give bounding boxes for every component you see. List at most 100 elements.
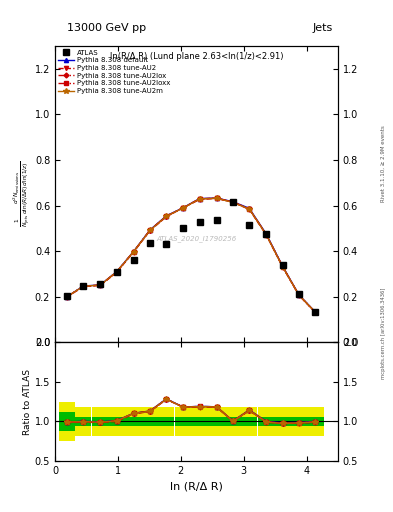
- Pythia 8.308 default: [247, 205, 252, 211]
- Pythia 8.308 default: [181, 205, 185, 211]
- Pythia 8.308 tune-AU2: [214, 195, 219, 201]
- ATLAS: [64, 293, 69, 300]
- Pythia 8.308 tune-AU2m: [280, 264, 285, 270]
- Pythia 8.308 tune-AU2: [148, 227, 152, 233]
- Pythia 8.308 default: [197, 196, 202, 202]
- Pythia 8.308 tune-AU2: [247, 206, 252, 212]
- Pythia 8.308 tune-AU2loxx: [197, 196, 202, 202]
- Pythia 8.308 default: [264, 231, 269, 237]
- Pythia 8.308 default: [148, 227, 152, 233]
- Pythia 8.308 default: [231, 199, 235, 205]
- Pythia 8.308 tune-AU2loxx: [81, 283, 86, 289]
- Text: Rivet 3.1.10, ≥ 2.9M events: Rivet 3.1.10, ≥ 2.9M events: [381, 125, 386, 202]
- ATLAS: [264, 231, 269, 237]
- Pythia 8.308 tune-AU2loxx: [264, 231, 269, 238]
- Pythia 8.308 default: [313, 309, 318, 315]
- Pythia 8.308 tune-AU2loxx: [98, 282, 103, 288]
- Pythia 8.308 tune-AU2loxx: [313, 309, 318, 315]
- Pythia 8.308 tune-AU2: [64, 294, 69, 300]
- ATLAS: [114, 269, 119, 275]
- Pythia 8.308 default: [280, 263, 285, 269]
- Text: 13000 GeV pp: 13000 GeV pp: [66, 23, 146, 33]
- Pythia 8.308 default: [64, 294, 69, 300]
- Pythia 8.308 tune-AU2lox: [264, 231, 269, 238]
- Pythia 8.308 tune-AU2: [313, 309, 318, 315]
- ATLAS: [313, 309, 318, 315]
- Pythia 8.308 tune-AU2loxx: [64, 294, 69, 300]
- Pythia 8.308 tune-AU2lox: [247, 206, 252, 212]
- ATLAS: [247, 222, 252, 228]
- Pythia 8.308 tune-AU2m: [231, 199, 235, 205]
- Pythia 8.308 tune-AU2: [297, 292, 301, 298]
- ATLAS: [81, 283, 86, 289]
- Pythia 8.308 tune-AU2m: [131, 248, 136, 254]
- Line: ATLAS: ATLAS: [64, 200, 318, 315]
- Pythia 8.308 tune-AU2lox: [98, 282, 103, 288]
- Pythia 8.308 tune-AU2m: [64, 294, 69, 300]
- Pythia 8.308 tune-AU2loxx: [231, 199, 235, 205]
- Pythia 8.308 tune-AU2m: [148, 227, 152, 233]
- ATLAS: [131, 257, 136, 263]
- Pythia 8.308 tune-AU2: [264, 232, 269, 238]
- Pythia 8.308 tune-AU2m: [247, 206, 252, 212]
- ATLAS: [297, 291, 301, 297]
- Pythia 8.308 tune-AU2m: [98, 282, 103, 288]
- Pythia 8.308 tune-AU2: [197, 197, 202, 203]
- Pythia 8.308 tune-AU2m: [313, 309, 318, 315]
- ATLAS: [98, 282, 103, 288]
- Pythia 8.308 default: [98, 282, 103, 288]
- Pythia 8.308 tune-AU2lox: [164, 213, 169, 219]
- X-axis label: ln (R/Δ R): ln (R/Δ R): [170, 481, 223, 491]
- Pythia 8.308 tune-AU2: [81, 284, 86, 290]
- Y-axis label: Ratio to ATLAS: Ratio to ATLAS: [23, 369, 32, 435]
- Pythia 8.308 tune-AU2: [164, 214, 169, 220]
- Pythia 8.308 tune-AU2lox: [148, 227, 152, 233]
- Pythia 8.308 tune-AU2lox: [131, 248, 136, 254]
- ATLAS: [280, 262, 285, 268]
- Pythia 8.308 tune-AU2m: [297, 292, 301, 298]
- Text: ATLAS_2020_I1790256: ATLAS_2020_I1790256: [156, 235, 237, 242]
- Pythia 8.308 tune-AU2loxx: [164, 213, 169, 219]
- Pythia 8.308 tune-AU2lox: [231, 199, 235, 205]
- Pythia 8.308 tune-AU2loxx: [247, 206, 252, 212]
- Pythia 8.308 tune-AU2loxx: [148, 227, 152, 233]
- Pythia 8.308 default: [297, 292, 301, 298]
- Pythia 8.308 tune-AU2: [280, 264, 285, 270]
- Line: Pythia 8.308 tune-AU2loxx: Pythia 8.308 tune-AU2loxx: [65, 196, 317, 314]
- ATLAS: [197, 219, 202, 225]
- Pythia 8.308 tune-AU2: [231, 199, 235, 205]
- ATLAS: [231, 199, 235, 205]
- Text: Jets: Jets: [312, 23, 332, 33]
- ATLAS: [164, 241, 169, 247]
- Pythia 8.308 tune-AU2lox: [197, 196, 202, 202]
- ATLAS: [214, 217, 219, 223]
- ATLAS: [148, 240, 152, 246]
- Y-axis label: $\frac{1}{N_\mathrm{jets}}\frac{d^2N_\mathrm{emissions}}{d\ln(R/\Delta R)\,d\ln(: $\frac{1}{N_\mathrm{jets}}\frac{d^2N_\ma…: [11, 161, 32, 227]
- Pythia 8.308 tune-AU2: [98, 282, 103, 288]
- Pythia 8.308 default: [114, 269, 119, 275]
- Pythia 8.308 tune-AU2m: [114, 269, 119, 275]
- Pythia 8.308 tune-AU2: [131, 249, 136, 255]
- Pythia 8.308 tune-AU2loxx: [131, 248, 136, 254]
- Pythia 8.308 default: [81, 283, 86, 289]
- Pythia 8.308 tune-AU2: [114, 269, 119, 275]
- Pythia 8.308 tune-AU2loxx: [297, 292, 301, 298]
- Pythia 8.308 tune-AU2m: [197, 196, 202, 202]
- Pythia 8.308 tune-AU2m: [214, 195, 219, 201]
- Line: Pythia 8.308 default: Pythia 8.308 default: [65, 196, 318, 314]
- Pythia 8.308 tune-AU2lox: [297, 292, 301, 298]
- Pythia 8.308 tune-AU2loxx: [114, 269, 119, 275]
- Pythia 8.308 tune-AU2loxx: [181, 205, 185, 211]
- Pythia 8.308 tune-AU2m: [81, 283, 86, 289]
- Pythia 8.308 tune-AU2lox: [280, 264, 285, 270]
- Pythia 8.308 tune-AU2loxx: [214, 195, 219, 201]
- Pythia 8.308 tune-AU2: [181, 205, 185, 211]
- Pythia 8.308 default: [214, 195, 219, 201]
- Text: ln(R/Δ R) (Lund plane 2.63<ln(1/z)<2.91): ln(R/Δ R) (Lund plane 2.63<ln(1/z)<2.91): [110, 52, 283, 61]
- Pythia 8.308 default: [131, 248, 136, 254]
- Line: Pythia 8.308 tune-AU2lox: Pythia 8.308 tune-AU2lox: [65, 197, 317, 314]
- Line: Pythia 8.308 tune-AU2: Pythia 8.308 tune-AU2: [65, 196, 318, 314]
- Pythia 8.308 tune-AU2lox: [114, 269, 119, 275]
- Text: mcplots.cern.ch [arXiv:1306.3436]: mcplots.cern.ch [arXiv:1306.3436]: [381, 287, 386, 378]
- Pythia 8.308 tune-AU2lox: [214, 195, 219, 201]
